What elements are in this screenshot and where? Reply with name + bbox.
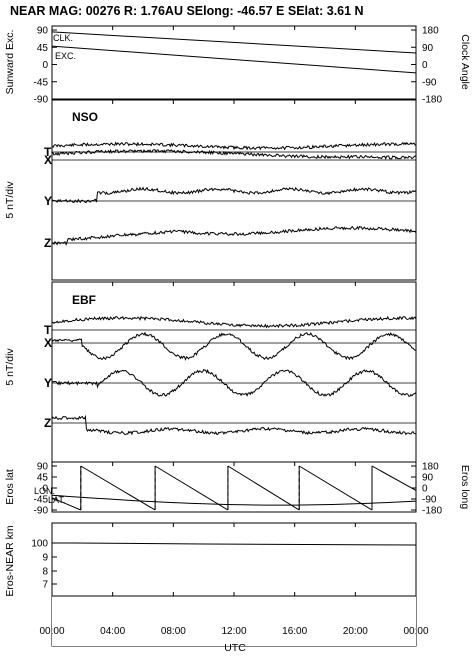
- ytick-label-left: 0: [42, 60, 48, 71]
- xtick-label: 08:00: [161, 626, 186, 637]
- ytick-label-right: -180: [422, 506, 442, 517]
- ytick-label-right: 180: [422, 26, 439, 37]
- distance-series: [52, 542, 417, 546]
- ytick-label-left: 45: [37, 473, 49, 484]
- ytick-label-left: -90: [34, 506, 49, 517]
- trace-t: [51, 315, 417, 329]
- ytick-label-right: -90: [422, 495, 437, 506]
- ytick-label-right: -90: [422, 77, 437, 88]
- distance-ylabel: Eros-NEAR km: [4, 525, 16, 596]
- eros-latitude-series: [51, 494, 417, 506]
- trace-label-z: Z: [44, 416, 51, 430]
- ytick-label-right: 0: [422, 60, 428, 71]
- distance-ytick-label: 8: [42, 567, 48, 578]
- clk-label: CLK.: [53, 33, 73, 43]
- panel-eros-lat-long: Eros lat Eros long 90450-45-90180900-90-…: [4, 461, 471, 517]
- distance-ytick-label: 100: [31, 539, 48, 550]
- trace-label-y: Y: [44, 194, 52, 208]
- eros-lat-ylabel: Eros lat: [4, 469, 16, 505]
- panel-1-frame: [51, 25, 417, 100]
- xtick-label: 12:00: [221, 626, 246, 637]
- ebf-label: EBF: [72, 293, 96, 307]
- lat-label: LAT.: [48, 495, 65, 505]
- trace-y: [51, 186, 417, 204]
- xtick-label: 00:00: [403, 626, 428, 637]
- panel-sunward-clock: Sunward Exc. Clock Angle 90 45 0 -45 -90 180 9…: [4, 25, 471, 106]
- clk-series-line: [51, 31, 417, 54]
- xtick-label: 04:00: [100, 626, 125, 637]
- ytick-label-left: -90: [34, 95, 49, 106]
- trace-x: [51, 331, 416, 361]
- trace-label-z: Z: [44, 236, 51, 250]
- ytick-label-right: 180: [422, 462, 439, 473]
- panel-2-frame: [51, 99, 417, 281]
- ytick-label-left: 90: [37, 462, 49, 473]
- trace-label-y: Y: [44, 376, 52, 390]
- lon-label: LON.: [34, 486, 55, 496]
- x-axis-label: UTC: [224, 642, 246, 654]
- trace-z: [51, 414, 417, 436]
- distance-ytick-label: 9: [42, 553, 48, 564]
- clock-ylabel: Clock Angle: [459, 34, 471, 90]
- exc-label: EXC.: [55, 51, 76, 61]
- ytick-label-left: -45: [34, 495, 49, 506]
- panel-3-frame: [51, 281, 417, 463]
- eros-long-ylabel: Eros long: [459, 465, 471, 510]
- exc-series-line: [51, 45, 417, 74]
- sunward-ylabel: Sunward Exc.: [4, 30, 16, 95]
- ytick-label-right: 0: [422, 484, 428, 495]
- nso-label: NSO: [72, 110, 98, 124]
- ytick-label-left: 0: [42, 484, 48, 495]
- ytick-label-right: 90: [422, 473, 434, 484]
- nso-ylabel: 5 nT/div: [4, 181, 16, 219]
- trace-label-t: T: [44, 323, 52, 337]
- trace-label-x: X: [44, 153, 52, 167]
- ytick-label-left: 45: [37, 43, 49, 54]
- eros-longitude-series: [51, 465, 417, 511]
- trace-label-t: T: [44, 145, 52, 159]
- trace-x: [51, 148, 417, 160]
- trace-y: [51, 368, 417, 397]
- trace-label-x: X: [44, 336, 52, 350]
- distance-ytick-label: 7: [42, 580, 48, 591]
- xtick-label: 00:00: [39, 626, 64, 637]
- xtick-label: 20:00: [343, 626, 368, 637]
- chart-title: NEAR MAG: 00276 R: 1.76AU SElong: -46.57…: [10, 4, 364, 18]
- ytick-label-right: 90: [422, 43, 434, 54]
- ytick-label-left: 90: [37, 26, 49, 37]
- xtick-label: 16:00: [282, 626, 307, 637]
- panel-nso: NSO 5 nT/div TX Y Z: [4, 99, 417, 281]
- trace-t: [51, 141, 417, 151]
- ytick-label-right: -180: [422, 95, 442, 106]
- ytick-label-left: -45: [34, 77, 49, 88]
- trace-z: [51, 225, 417, 246]
- ebf-ylabel: 5 nT/div: [4, 348, 16, 386]
- panel-ebf: EBF 5 nT/div TX Y Z: [4, 281, 417, 463]
